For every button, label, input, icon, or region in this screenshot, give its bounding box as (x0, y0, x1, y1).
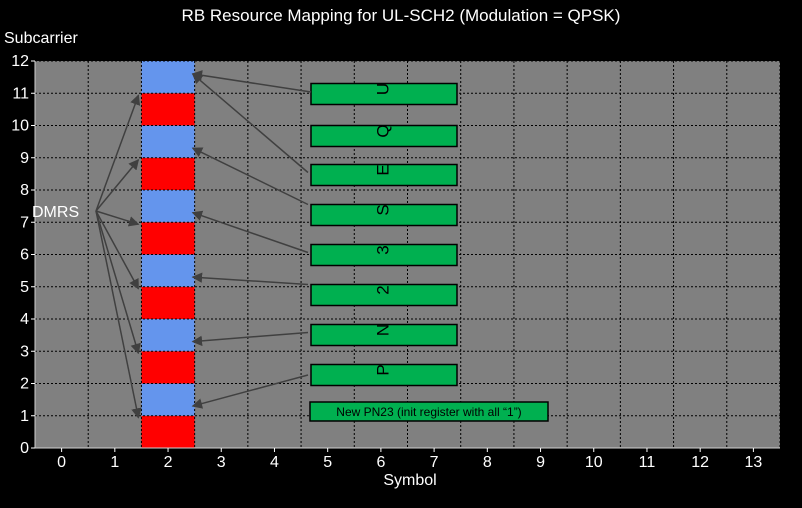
x-axis-label: Symbol (383, 472, 437, 489)
x-tick-label: 13 (744, 454, 762, 471)
x-tick-label: 9 (536, 454, 545, 471)
letter-arrow (191, 147, 309, 206)
letter-box-letter: U (373, 83, 392, 95)
x-tick-label: 2 (164, 454, 173, 471)
x-tick-label: 7 (430, 454, 439, 471)
cell-sym2-sc3 (141, 319, 195, 352)
cell-sym2-sc2 (141, 351, 195, 384)
x-tick-label: 5 (323, 454, 332, 471)
letter-arrow (191, 374, 309, 409)
cell-sym2-sc10 (141, 93, 195, 126)
y-tick-label: 8 (20, 182, 29, 199)
pn-note-text: New PN23 (init register with all “1”) (336, 405, 521, 419)
x-tick-label: 10 (585, 454, 603, 471)
x-tick-label: 1 (110, 454, 119, 471)
y-tick-label: 5 (20, 279, 29, 296)
cell-sym2-sc6 (141, 222, 195, 255)
y-tick-label: 2 (20, 376, 29, 393)
letter-arrow (191, 210, 309, 254)
y-tick-label: 3 (20, 343, 29, 360)
cell-sym2-sc1 (141, 383, 195, 416)
cell-sym2-sc5 (141, 254, 195, 287)
letter-box-letter: Q (373, 124, 392, 137)
y-tick-label: 0 (20, 440, 29, 457)
letter-box-letter: 2 (373, 285, 392, 294)
dmrs-arrow (95, 210, 140, 227)
dmrs-arrow (95, 158, 140, 212)
letter-box-letter: E (373, 164, 392, 175)
cell-sym2-sc8 (141, 157, 195, 190)
letter-box (310, 203, 458, 227)
letter-arrow (191, 70, 312, 93)
letter-box (310, 363, 458, 387)
letter-box-letter: 3 (373, 245, 392, 254)
chart-title: RB Resource Mapping for UL-SCH2 (Modulat… (181, 6, 621, 25)
letter-arrow (191, 73, 309, 174)
y-tick-label: 12 (11, 53, 29, 70)
y-tick-label: 1 (20, 408, 29, 425)
x-tick-label: 0 (57, 454, 66, 471)
letter-box (310, 243, 458, 267)
x-tick-label: 8 (483, 454, 492, 471)
dmrs-arrow (95, 210, 140, 290)
letter-box-letter: S (373, 204, 392, 215)
pn-note-box (309, 401, 549, 422)
y-tick-label: 7 (20, 214, 29, 231)
letter-box (310, 82, 458, 106)
dmrs-label: DMRS (32, 204, 79, 221)
cell-sym2-sc7 (141, 190, 195, 223)
y-tick-label: 10 (11, 118, 29, 135)
y-tick-label: 6 (20, 247, 29, 264)
letter-box (310, 283, 458, 307)
y-tick-label: 4 (20, 311, 29, 328)
dmrs-arrow (95, 210, 142, 419)
letter-box (310, 323, 458, 347)
dmrs-arrow (95, 94, 141, 212)
y-tick-label: 11 (12, 85, 29, 102)
cell-sym2-sc0 (141, 415, 195, 448)
letter-box (310, 163, 458, 187)
letter-arrow (191, 272, 309, 286)
y-tick-label: 9 (20, 150, 29, 167)
letter-box-letter: N (373, 324, 392, 336)
x-tick-label: 4 (270, 454, 279, 471)
cell-sym2-sc4 (141, 286, 195, 319)
x-tick-label: 11 (639, 454, 656, 471)
dmrs-arrow (95, 210, 141, 355)
x-tick-label: 12 (691, 454, 709, 471)
cell-sym2-sc11 (141, 61, 195, 94)
x-tick-label: 6 (376, 454, 385, 471)
letter-box-letter: P (373, 364, 392, 375)
y-axis-label: Subcarrier (4, 30, 78, 47)
letter-box (310, 124, 458, 148)
x-tick-label: 3 (217, 454, 226, 471)
letter-arrow (191, 331, 309, 347)
cell-sym2-sc9 (141, 125, 195, 158)
